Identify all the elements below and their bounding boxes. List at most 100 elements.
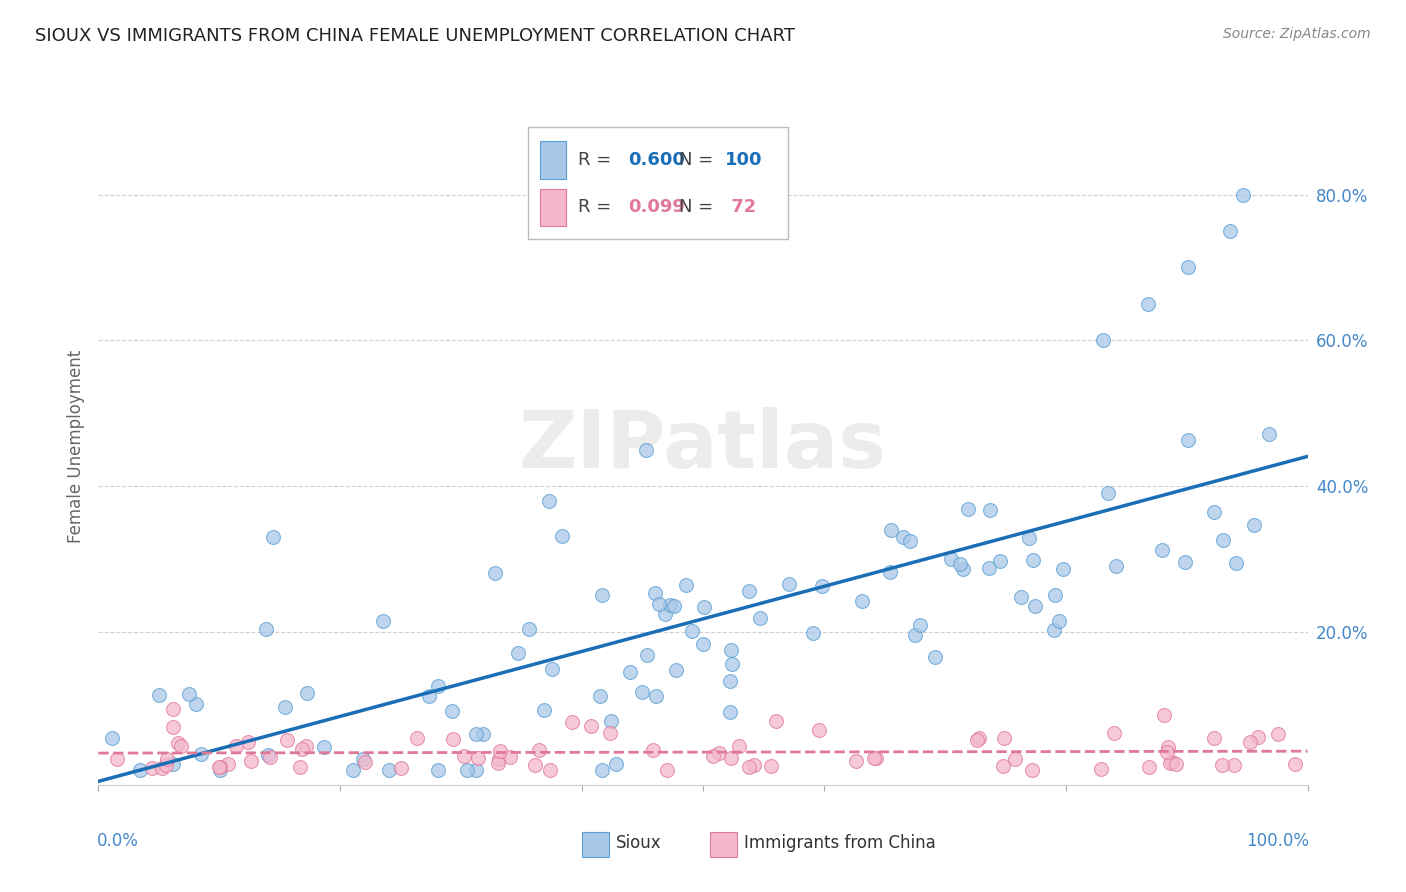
Point: [967, 731, 990, 746]
Text: 0.0%: 0.0%: [97, 832, 139, 850]
Point: [665, 663, 688, 677]
Point: [904, 628, 927, 642]
Point: [1211, 757, 1233, 772]
Point: [1258, 426, 1281, 441]
Point: [105, 752, 128, 766]
Point: [225, 739, 247, 754]
Point: [389, 761, 412, 775]
Point: [1052, 562, 1074, 576]
Point: [664, 599, 686, 614]
Point: [1284, 757, 1306, 772]
Text: Source: ZipAtlas.com: Source: ZipAtlas.com: [1223, 27, 1371, 41]
Point: [538, 763, 561, 777]
Point: [993, 731, 1015, 745]
Point: [471, 727, 494, 741]
Point: [167, 736, 190, 750]
Point: [811, 579, 834, 593]
Point: [427, 764, 450, 778]
Point: [378, 764, 401, 778]
Point: [1043, 623, 1066, 637]
Point: [956, 502, 979, 516]
Point: [162, 756, 184, 771]
Point: [489, 744, 512, 758]
Point: [499, 749, 522, 764]
Point: [1105, 558, 1128, 573]
Point: [465, 726, 488, 740]
Point: [262, 530, 284, 544]
Point: [759, 759, 782, 773]
Point: [1157, 740, 1180, 755]
Point: [891, 530, 914, 544]
Point: [441, 731, 464, 746]
Point: [636, 648, 658, 662]
Point: [486, 756, 509, 770]
Point: [527, 743, 550, 757]
Point: [1156, 745, 1178, 759]
Point: [1102, 726, 1125, 740]
Point: [162, 720, 184, 734]
Point: [162, 702, 184, 716]
Bar: [710, 831, 737, 857]
Point: [966, 733, 988, 747]
Point: [184, 697, 207, 711]
Point: [579, 719, 602, 733]
Point: [681, 624, 703, 638]
Point: [484, 566, 506, 581]
Text: R =: R =: [578, 151, 617, 169]
Point: [692, 637, 714, 651]
Point: [721, 657, 744, 672]
Point: [591, 764, 613, 778]
Point: [778, 577, 800, 591]
Point: [718, 674, 741, 689]
Point: [418, 689, 440, 703]
Point: [1047, 614, 1070, 628]
Point: [654, 607, 676, 621]
Point: [659, 599, 682, 613]
Text: 100.0%: 100.0%: [1246, 832, 1309, 850]
Point: [641, 743, 664, 757]
Bar: [540, 141, 567, 178]
Point: [426, 679, 449, 693]
Point: [257, 747, 280, 762]
Point: [1092, 334, 1115, 348]
Text: 0.600: 0.600: [628, 151, 685, 169]
Text: 100: 100: [724, 151, 762, 169]
Point: [1212, 533, 1234, 548]
Point: [540, 662, 562, 676]
Point: [1177, 260, 1199, 275]
Point: [352, 752, 374, 766]
Point: [440, 704, 463, 718]
Point: [276, 733, 298, 747]
Point: [589, 690, 612, 704]
Point: [702, 749, 724, 764]
Text: Immigrants from China: Immigrants from China: [744, 834, 936, 852]
Point: [720, 751, 742, 765]
Point: [801, 626, 824, 640]
Point: [636, 442, 658, 457]
Point: [1166, 757, 1188, 772]
Point: [693, 599, 716, 614]
Point: [1247, 730, 1270, 744]
Point: [749, 611, 772, 625]
Point: [727, 739, 749, 754]
Point: [993, 759, 1015, 773]
Bar: [540, 189, 567, 226]
Point: [600, 714, 623, 728]
Point: [1090, 762, 1112, 776]
Point: [862, 751, 884, 765]
Point: [150, 761, 173, 775]
Point: [1160, 755, 1182, 769]
Point: [517, 623, 540, 637]
Point: [605, 756, 627, 771]
Point: [1097, 485, 1119, 500]
Point: [655, 764, 678, 778]
Point: [765, 714, 787, 728]
Point: [148, 688, 170, 702]
Point: [274, 700, 297, 714]
Point: [170, 739, 193, 753]
Point: [354, 756, 377, 770]
Point: [465, 764, 488, 778]
Point: [845, 754, 868, 768]
Point: [949, 557, 972, 571]
Point: [591, 588, 613, 602]
